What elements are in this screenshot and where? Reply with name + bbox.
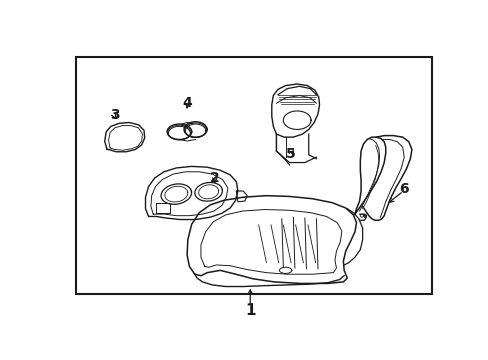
Text: 1: 1 [244, 303, 255, 318]
Text: 3: 3 [110, 108, 119, 122]
Text: 2: 2 [209, 171, 219, 185]
Bar [76, 57, 431, 294]
Text: 6: 6 [398, 183, 407, 197]
Text: 5: 5 [285, 147, 295, 161]
Text: 4: 4 [182, 96, 192, 110]
